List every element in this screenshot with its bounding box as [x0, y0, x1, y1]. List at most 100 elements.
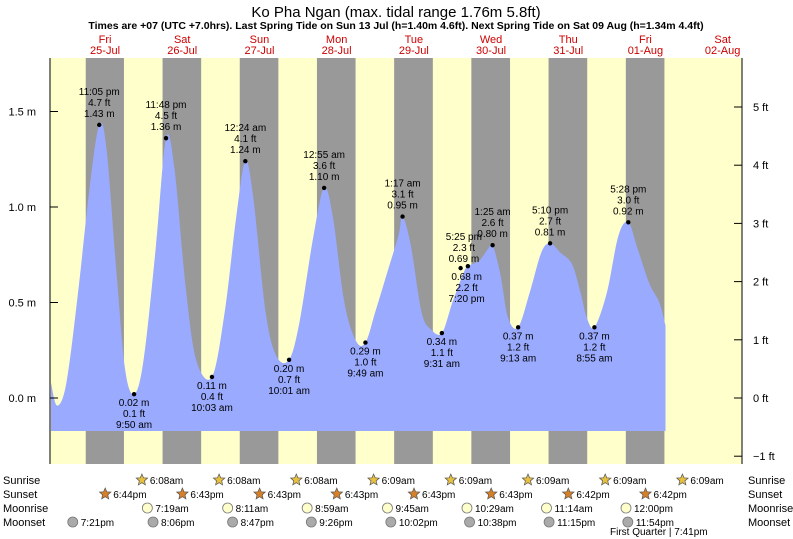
- moonset-icon: [464, 516, 475, 528]
- moonset-time: 8:47pm: [241, 518, 274, 529]
- day-label-date: 30-Jul: [476, 45, 506, 57]
- moonrise-time: 10:29am: [475, 504, 514, 515]
- day-label-date: 28-Jul: [322, 45, 352, 57]
- extreme-label: 1.0 ft: [354, 358, 376, 369]
- almanac-row-label-right: Moonset: [748, 517, 790, 529]
- extreme-point: [626, 220, 631, 225]
- extreme-point: [490, 243, 495, 248]
- extreme-point: [163, 136, 169, 141]
- extreme-label: 1:25 am: [475, 207, 511, 218]
- extreme-label: 0.02 m: [119, 398, 150, 409]
- sunrise-time: 6:08am: [304, 476, 337, 487]
- sunrise-icon: [289, 473, 303, 486]
- left-tick-label: 0.0 m: [8, 393, 36, 405]
- right-tick-label: 4 ft: [753, 160, 768, 172]
- almanac-row-label-left: Moonset: [3, 517, 45, 529]
- sunrise-time: 6:09am: [690, 476, 723, 487]
- extreme-label: 1.1 ft: [431, 348, 453, 359]
- moonrise-icon: [382, 502, 393, 514]
- right-tick-label: 0 ft: [753, 393, 768, 405]
- moonset-time: 11:15pm: [557, 518, 595, 529]
- moonset-time: 7:21pm: [81, 518, 114, 529]
- extreme-point: [363, 340, 368, 345]
- day-label-date: 29-Jul: [399, 45, 429, 57]
- extreme-label: 1.36 m: [151, 122, 182, 133]
- extreme-label: 5:25 pm: [446, 232, 482, 243]
- sunset-icon: [330, 487, 344, 500]
- right-tick-label: −1 ft: [753, 451, 775, 463]
- right-axis-feet: −1 ft 0 ft 1 ft 2 ft 3 ft 4 ft 5 ft: [741, 58, 775, 464]
- moonset-icon: [622, 516, 634, 528]
- extreme-label: 0.92 m: [613, 206, 644, 217]
- extreme-label: 0.81 m: [535, 227, 566, 238]
- day-label-date: 26-Jul: [167, 45, 197, 57]
- extreme-label: 4.1 ft: [234, 134, 256, 145]
- moonset-icon: [67, 516, 79, 528]
- extreme-label: 0.37 m: [579, 331, 610, 342]
- day-labels: Fri25-JulSat26-JulSun27-JulMon28-JulTue2…: [90, 34, 740, 57]
- extreme-label: 9:50 am: [116, 420, 152, 431]
- tide-extremes: 11:05 pm4.7 ft1.43 m 0.02 m0.1 ft9:50 am 1…: [79, 87, 647, 431]
- almanac-row-label-left: Moonrise: [3, 503, 48, 515]
- sunset-time: 6:42pm: [654, 490, 687, 501]
- moonrise-icon: [461, 502, 473, 514]
- day-label-dow: Wed: [480, 34, 502, 46]
- extreme-label: 1:17 am: [384, 179, 420, 190]
- extreme-label: 0.7 ft: [278, 375, 300, 386]
- sunset-time: 6:43pm: [268, 490, 301, 501]
- sunrise-icon: [212, 473, 226, 486]
- extreme-point: [286, 357, 292, 362]
- left-tick-label: 0.5 m: [8, 298, 36, 310]
- right-tick-label: 3 ft: [753, 218, 768, 230]
- day-label-date: 31-Jul: [553, 45, 583, 57]
- tide-curve: [51, 122, 666, 431]
- extreme-label: 0.68 m: [451, 272, 482, 283]
- extreme-label: 10:01 am: [268, 386, 310, 397]
- extreme-label: 4.7 ft: [88, 98, 110, 109]
- extreme-label: 0.1 ft: [123, 409, 145, 420]
- right-tick-label: 5 ft: [753, 102, 768, 114]
- extreme-label: 1.2 ft: [507, 342, 529, 353]
- extreme-point: [400, 214, 405, 219]
- left-tick-label: 1.5 m: [8, 107, 36, 119]
- moonrise-icon: [222, 502, 234, 514]
- extreme-label: 0.34 m: [427, 337, 458, 348]
- moon-phase-label: First Quarter | 7:41pm: [610, 527, 708, 538]
- day-label-dow: Sat: [714, 34, 731, 46]
- almanac-row-label-right: Moonrise: [748, 503, 793, 515]
- moonrise-time: 8:11am: [236, 504, 269, 515]
- extreme-label: 3.6 ft: [313, 161, 335, 172]
- almanac-rows: Sunrise Sunrise Sunset Sunset Moonrise Moonri…: [3, 473, 793, 538]
- sunset-icon: [175, 487, 189, 500]
- almanac-row-label-right: Sunset: [748, 489, 782, 501]
- right-tick-label: 2 ft: [753, 277, 768, 289]
- sunset-time: 6:44pm: [113, 490, 146, 501]
- extreme-label: 0.80 m: [477, 229, 508, 240]
- extreme-label: 12:24 am: [224, 123, 266, 134]
- day-label-dow: Sun: [250, 34, 270, 46]
- extreme-label: 4.5 ft: [155, 111, 177, 122]
- moonrise-time: 11:14am: [554, 504, 592, 515]
- sunrise-time: 6:08am: [227, 476, 260, 487]
- sunset-time: 6:43pm: [190, 490, 223, 501]
- left-tick-label: 1.0 m: [8, 202, 36, 214]
- extreme-label: 2.2 ft: [455, 283, 477, 294]
- extreme-label: 7:20 pm: [449, 294, 485, 305]
- extreme-point: [97, 122, 102, 128]
- extreme-label: 3.1 ft: [391, 190, 413, 201]
- extreme-label: 0.11 m: [197, 381, 227, 392]
- extreme-point: [439, 330, 445, 336]
- sunrise-time: 6:09am: [536, 476, 569, 487]
- moonset-icon: [305, 516, 317, 528]
- moonset-icon: [543, 516, 555, 528]
- extreme-label: 5:10 pm: [532, 205, 568, 216]
- moonrise-icon: [620, 502, 632, 514]
- day-label-dow: Fri: [99, 34, 112, 46]
- extreme-point: [131, 391, 137, 397]
- day-label-dow: Mon: [326, 34, 347, 46]
- extreme-label: 0.29 m: [350, 347, 381, 358]
- moonrise-icon: [301, 502, 313, 514]
- extreme-label: 2.3 ft: [453, 243, 475, 254]
- almanac-row-label-right: Sunrise: [748, 475, 785, 487]
